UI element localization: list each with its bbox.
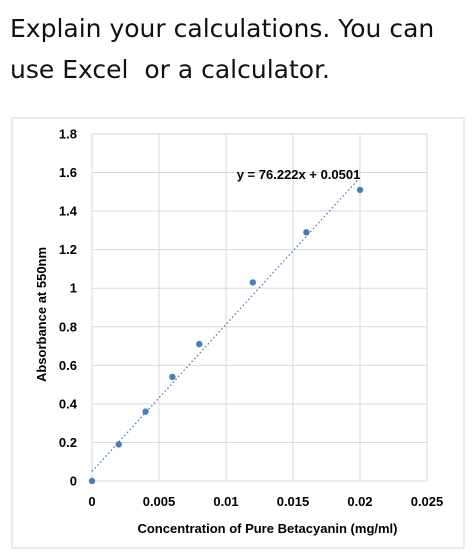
y-tick-label: 0.8: [59, 319, 77, 334]
x-tick-label: 0.01: [213, 494, 238, 509]
y-tick-label: 0.4: [59, 396, 78, 411]
data-point: [303, 229, 310, 236]
data-point: [356, 186, 364, 194]
x-tick-label: 0: [88, 494, 95, 509]
y-tick-label: 1: [70, 281, 77, 296]
question-line-2: use Excel or a calculator.: [10, 55, 330, 84]
y-tick-label: 0.2: [59, 435, 77, 450]
y-tick-label: 0: [70, 474, 77, 489]
x-tick-label: 0.02: [347, 494, 372, 509]
question-line-1: Explain your calculations. You can: [10, 14, 435, 43]
data-point: [169, 373, 176, 381]
y-tick-label: 1.8: [59, 127, 77, 142]
chart-area-border: [11, 117, 465, 549]
data-point: [142, 408, 149, 415]
tick-labels: 0 0.2 0.4 0.6 0.8 1 1.2 1.4 1.6 1.8 0 0.005 0.01 0.01…: [59, 127, 443, 510]
y-axis-label: Absorbance at 550nm: [34, 247, 49, 382]
question-text: Explain your calculations. You can use E…: [10, 8, 465, 90]
data-point: [249, 279, 256, 286]
data-points: [88, 186, 364, 485]
y-tick-label: 1.4: [59, 204, 78, 219]
y-tick-label: 0.6: [59, 358, 77, 373]
x-tick-label: 0.015: [277, 494, 310, 509]
y-tick-label: 1.2: [59, 242, 77, 257]
x-tick-label: 0.005: [143, 494, 176, 509]
scatter-chart: 0 0.2 0.4 0.6 0.8 1 1.2 1.4 1.6 1.8 0 0.005 0.01 0.01…: [11, 117, 465, 549]
data-point: [196, 340, 203, 348]
trendline-equation: y = 76.222x + 0.0501: [237, 167, 361, 182]
chart-figure: 0 0.2 0.4 0.6 0.8 1 1.2 1.4 1.6 1.8 0 0.005 0.01 0.01…: [0, 112, 474, 553]
y-tick-label: 1.6: [59, 165, 77, 180]
data-point: [88, 477, 96, 485]
x-axis-label: Concentration of Pure Betacyanin (mg/ml): [137, 521, 397, 536]
data-point: [115, 441, 123, 448]
x-tick-label: 0.025: [411, 494, 444, 509]
